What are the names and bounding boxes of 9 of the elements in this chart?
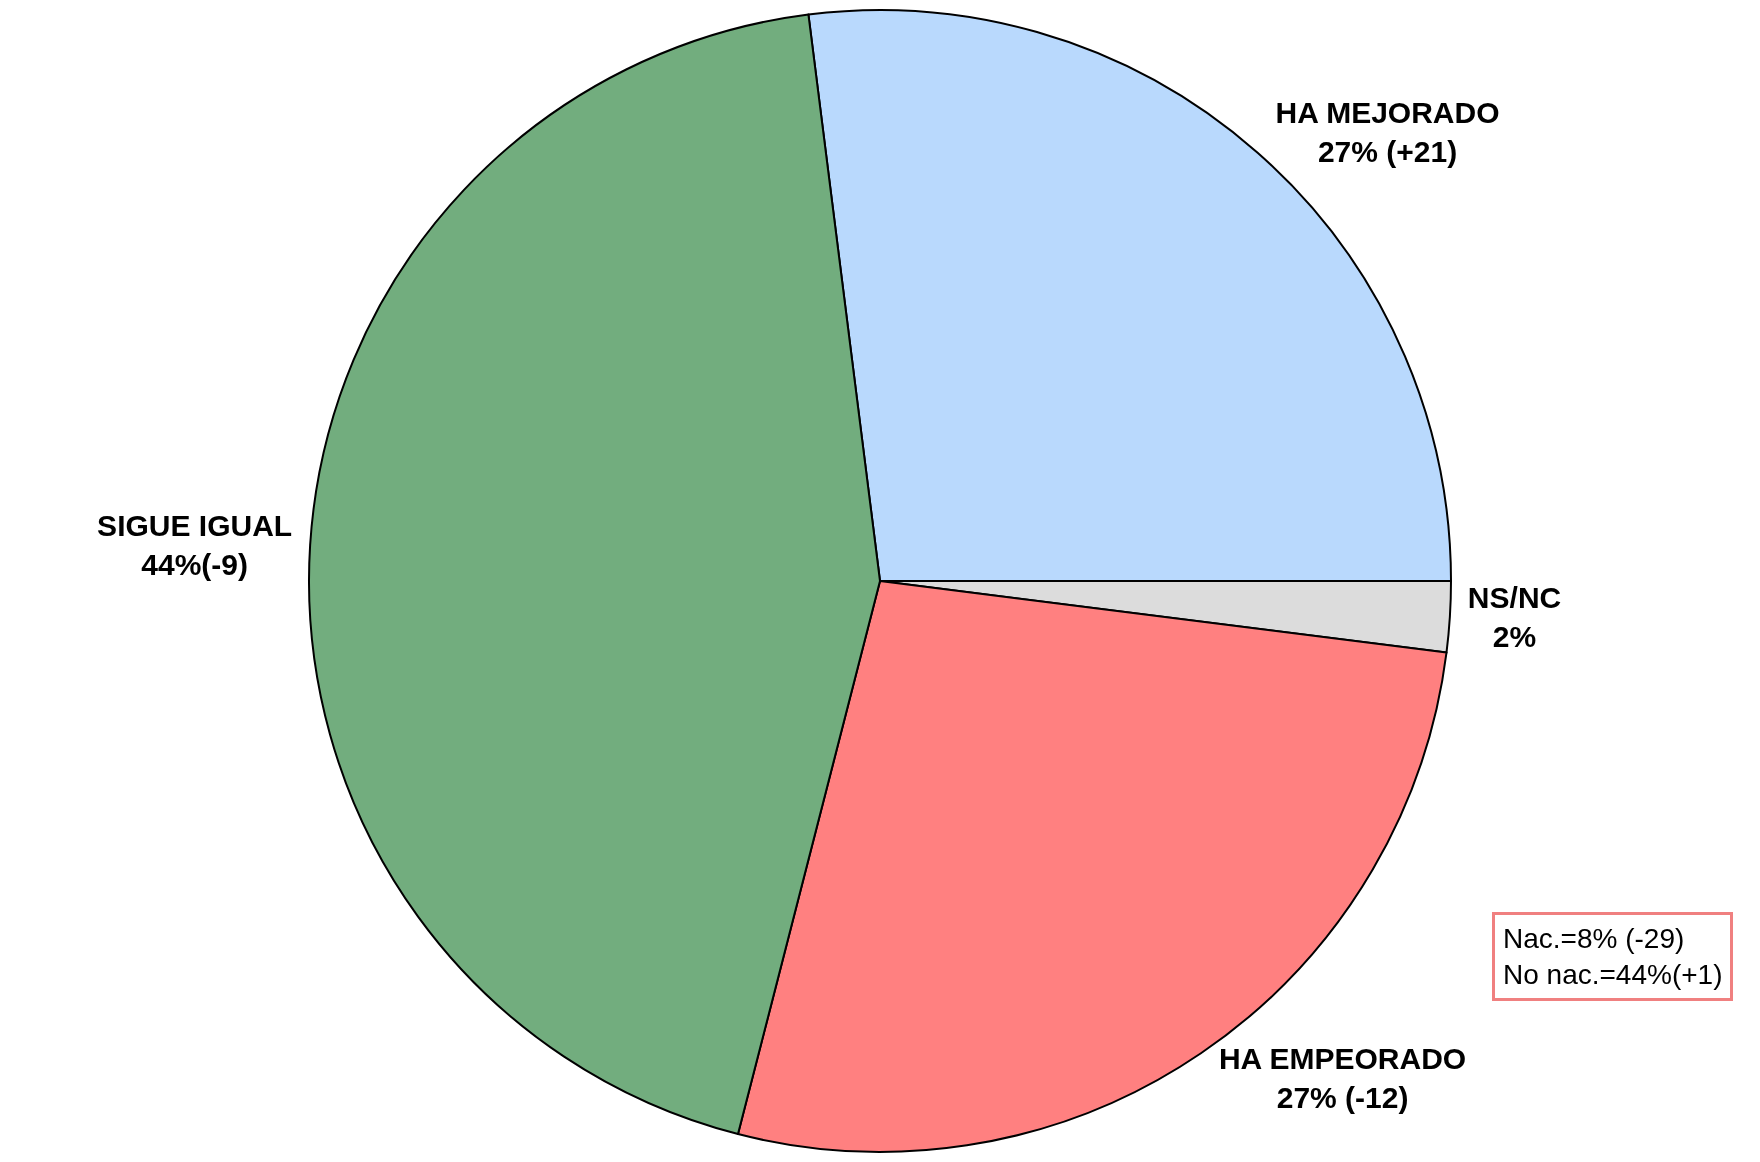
slice-label: NS/NC [1467,581,1562,614]
slice-label: HA EMPEORADO [1218,1041,1467,1075]
slice-label: HA MEJORADO [1275,96,1500,130]
data-label: 27% (+21) [1317,135,1458,169]
data-label: 27% (-12) [1276,1080,1409,1114]
data-label: 2% [1492,620,1537,653]
slice-label: SIGUE IGUAL [97,509,293,542]
text: Nac.=8% (-29) No nac.=44%(+1) [1503,923,1723,991]
data-label: 44%(-9) [141,548,248,581]
